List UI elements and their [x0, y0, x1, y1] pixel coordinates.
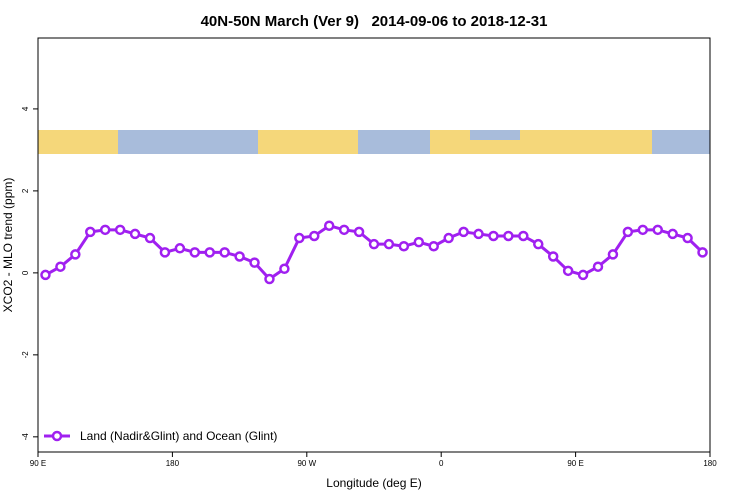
point — [159, 247, 171, 258]
plot-frame — [37, 37, 711, 453]
point — [607, 249, 619, 260]
point — [547, 251, 559, 262]
y-tick-label: -4 — [21, 433, 30, 441]
x-tick-label: 90 E — [30, 459, 46, 468]
point — [189, 247, 201, 258]
point — [488, 230, 499, 242]
point — [458, 226, 469, 238]
y-tick-label: 0 — [21, 270, 30, 275]
point — [533, 238, 544, 250]
point — [55, 261, 66, 272]
x-tick-label: 0 — [439, 459, 444, 468]
y-axis-label: XCO2 - MLO trend (ppm) — [1, 178, 15, 313]
point — [279, 263, 290, 275]
point — [428, 240, 439, 252]
point — [353, 226, 365, 238]
point — [667, 228, 678, 240]
point — [249, 257, 260, 268]
y-tick-label: -2 — [21, 351, 30, 359]
point — [85, 226, 96, 238]
point — [294, 232, 305, 244]
chart-title: 40N-50N March (Ver 9) 2014-09-06 to 2018… — [201, 13, 548, 30]
point — [622, 226, 634, 238]
point — [562, 265, 574, 277]
point — [592, 261, 604, 272]
point — [264, 273, 275, 285]
point — [637, 224, 649, 236]
legend-label: Land (Nadir&Glint) and Ocean (Glint) — [80, 429, 277, 443]
point — [40, 269, 51, 281]
x-tick-label: 180 — [166, 459, 180, 468]
point — [503, 230, 514, 242]
y-tick-label: 4 — [21, 106, 30, 111]
x-tick-label: 180 — [703, 459, 717, 468]
legend-swatch — [51, 430, 63, 442]
point — [443, 232, 454, 244]
point — [204, 247, 215, 258]
point — [338, 224, 350, 236]
point — [383, 238, 395, 250]
point — [518, 230, 529, 242]
series-line — [44, 224, 704, 281]
point — [219, 247, 230, 258]
point — [398, 240, 410, 252]
point — [413, 236, 425, 248]
point — [70, 249, 81, 260]
point — [99, 224, 111, 236]
map-strip — [38, 130, 710, 154]
point — [682, 232, 693, 244]
point — [174, 243, 186, 254]
point — [129, 228, 141, 240]
point — [114, 224, 126, 236]
point — [697, 247, 708, 258]
y-tick-label: 2 — [21, 188, 30, 193]
point — [144, 232, 156, 244]
x-tick-label: 90 W — [297, 459, 316, 468]
x-tick-label: 90 E — [567, 459, 583, 468]
point — [368, 238, 380, 250]
point — [652, 224, 663, 236]
point — [473, 228, 484, 240]
point — [577, 269, 589, 281]
point — [309, 230, 320, 242]
point — [234, 251, 245, 262]
point — [323, 220, 335, 231]
x-axis-label: Longitude (deg E) — [326, 476, 421, 490]
